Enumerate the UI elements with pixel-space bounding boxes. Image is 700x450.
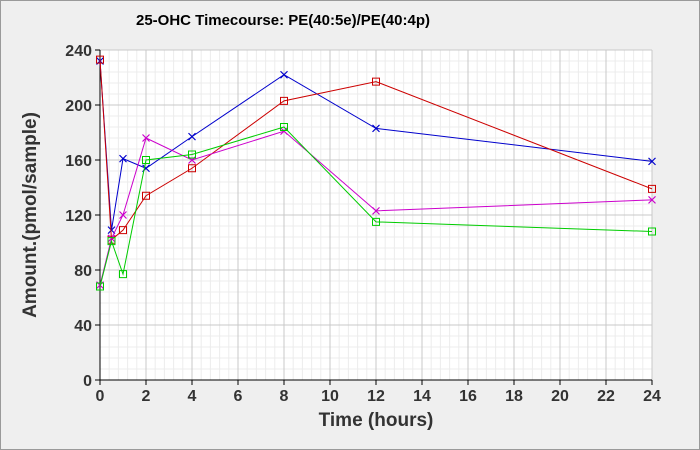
x-tick-label: 2 [142,388,151,405]
x-tick-label: 24 [643,388,661,405]
data-point-x [119,154,127,163]
y-tick-label: 40 [74,318,92,335]
y-tick-label: 200 [65,98,92,115]
series-line [99,60,653,231]
x-tick-label: 8 [280,388,289,405]
series-4 [96,123,656,291]
data-point-x [142,134,150,142]
data-point-square [372,217,380,226]
data-point-x [107,234,116,243]
data-point-square [188,164,196,173]
x-tick-label: 4 [188,388,197,405]
data-point-x [648,157,656,166]
data-point-x [107,226,116,235]
data-point-square [280,96,288,105]
data-point-x [280,70,288,79]
data-point-square [372,77,380,86]
chart-title: 25-OHC Timecourse: PE(40:5e)/PE(40:4p) [136,12,430,29]
y-axis-ticks: 0 40 80 120 160 200 240 [65,43,100,390]
y-axis-label: Amount.(pmol/sample) [20,112,41,318]
data-point-square [648,227,656,236]
x-tick-label: 12 [367,388,385,405]
x-tick-label: 20 [551,388,569,405]
series-layer [96,55,656,291]
data-point-square [96,55,104,64]
data-point-x [188,132,196,141]
x-tick-label: 22 [597,388,615,405]
data-point-square [96,282,104,291]
data-point-square [119,226,127,235]
series-line [99,59,653,241]
series-line [99,130,653,286]
x-tick-label: 18 [505,388,523,405]
y-tick-label: 0 [83,373,92,390]
data-point-square [280,123,288,131]
x-tick-label: 10 [321,388,339,405]
x-tick-label: 14 [413,388,431,405]
x-tick-label: 0 [96,388,105,405]
data-point-square [142,191,150,200]
y-tick-label: 120 [65,208,92,225]
x-axis-label: Time (hours) [319,410,434,431]
data-point-square [142,156,150,164]
data-point-x [648,195,656,204]
data-point-square [119,270,127,279]
data-point-x [119,211,127,219]
data-point-square [648,184,656,193]
data-point-square [107,237,116,246]
data-point-x [372,124,380,133]
data-point-x [372,206,380,215]
y-tick-label: 240 [65,43,92,60]
x-axis-ticks: 0 2 4 6 8 10 12 14 16 18 20 22 24 [96,380,661,405]
data-point-square [188,150,196,159]
series-line [99,126,653,287]
x-tick-label: 16 [459,388,477,405]
y-tick-label: 80 [74,263,92,280]
y-tick-label: 160 [65,153,92,170]
x-tick-label: 6 [234,388,243,405]
